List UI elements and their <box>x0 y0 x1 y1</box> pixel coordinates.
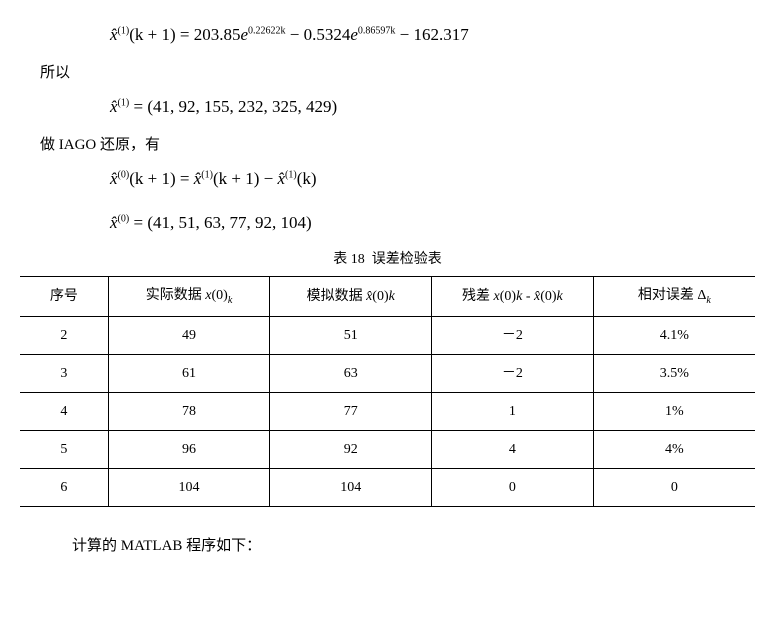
cell-rel: 4.1% <box>593 316 755 354</box>
eq1-lhs-arg: (k + 1) <box>129 25 175 44</box>
eq2-lhs-sup: (1) <box>118 97 130 108</box>
equation-2: x̂(1) = (41, 92, 155, 232, 325, 429) <box>110 94 755 120</box>
cell-sim: 104 <box>270 468 432 506</box>
cell-rel: 4% <box>593 430 755 468</box>
cell-resid: 0 <box>432 468 594 506</box>
eq2-lhs-var: x̂ <box>110 97 118 116</box>
cell-seq: 2 <box>20 316 108 354</box>
eq1-e2-base: e <box>350 25 358 44</box>
eq1-e2-exp: 0.86597k <box>358 25 396 36</box>
eq3-lhs-sup: (0) <box>118 169 130 180</box>
cell-seq: 6 <box>20 468 108 506</box>
eq1-e1-base: e <box>240 25 248 44</box>
cell-resid: 4 <box>432 430 594 468</box>
table-body: 2 49 51 －2 4.1% 3 61 63 －2 3.5% 4 78 77 … <box>20 316 755 506</box>
eq3-r1-arg: (k + 1) <box>213 169 259 188</box>
text-so: 所以 <box>40 62 755 85</box>
th-rel: 相对误差 Δk <box>593 277 755 317</box>
th-sim-sub: k <box>389 289 395 304</box>
cell-rel: 1% <box>593 392 755 430</box>
eq1-eq: = <box>176 25 194 44</box>
cell-sim: 63 <box>270 354 432 392</box>
cell-sim: 92 <box>270 430 432 468</box>
table-row: 5 96 92 4 4% <box>20 430 755 468</box>
th-resid-pre: 残差 <box>462 289 494 304</box>
th-resid-minus: - <box>522 289 534 304</box>
eq1-c1: 203.85 <box>194 25 241 44</box>
cell-seq: 5 <box>20 430 108 468</box>
caption-title: 误差检验表 <box>372 252 442 267</box>
eq2-tuple: (41, 92, 155, 232, 325, 429) <box>147 97 337 116</box>
th-resid-v2-sup: (0) <box>540 289 556 304</box>
th-sim-pre: 模拟数据 <box>307 289 367 304</box>
cell-resid: 1 <box>432 392 594 430</box>
eq2-eq: = <box>129 97 147 116</box>
eq3-r1-sup: (1) <box>201 169 213 180</box>
cell-actual: 61 <box>108 354 270 392</box>
th-rel-pre: 相对误差 <box>638 288 698 303</box>
th-sim-sup: (0) <box>372 289 388 304</box>
cell-seq: 3 <box>20 354 108 392</box>
eq1-lhs-sup: (1) <box>118 25 130 36</box>
error-table: 序号 实际数据 x(0)k 模拟数据 x̂(0)k 残差 x(0)k - x̂(… <box>20 276 755 507</box>
equation-4: x̂(0) = (41, 51, 63, 77, 92, 104) <box>110 210 755 236</box>
cell-actual: 96 <box>108 430 270 468</box>
table-row: 4 78 77 1 1% <box>20 392 755 430</box>
cell-sim: 51 <box>270 316 432 354</box>
cell-actual: 49 <box>108 316 270 354</box>
cell-sim: 77 <box>270 392 432 430</box>
th-resid: 残差 x(0)k - x̂(0)k <box>432 277 594 317</box>
th-actual-sup: (0) <box>212 288 228 303</box>
th-sim: 模拟数据 x̂(0)k <box>270 277 432 317</box>
text-iago: 做 IAGO 还原，有 <box>40 134 755 157</box>
eq3-r2-var: x̂ <box>277 169 285 188</box>
eq3-r2-arg: (k) <box>297 169 317 188</box>
caption-pre: 表 18 <box>333 252 365 267</box>
cell-actual: 104 <box>108 468 270 506</box>
th-actual-pre: 实际数据 <box>146 288 206 303</box>
cell-resid: －2 <box>432 354 594 392</box>
table-row: 2 49 51 －2 4.1% <box>20 316 755 354</box>
eq1-minus1: − <box>286 25 304 44</box>
eq4-tuple: (41, 51, 63, 77, 92, 104) <box>147 213 311 232</box>
cell-seq: 4 <box>20 392 108 430</box>
eq1-lhs-var: x̂ <box>110 25 118 44</box>
eq4-lhs-var: x̂ <box>110 213 118 232</box>
th-actual: 实际数据 x(0)k <box>108 277 270 317</box>
cell-actual: 78 <box>108 392 270 430</box>
eq1-c3: 162.317 <box>414 25 469 44</box>
cell-resid: －2 <box>432 316 594 354</box>
th-rel-sub: k <box>706 295 710 306</box>
eq4-lhs-sup: (0) <box>118 213 130 224</box>
equation-3: x̂(0)(k + 1) = x̂(1)(k + 1) − x̂(1)(k) <box>110 166 755 192</box>
eq3-lhs-var: x̂ <box>110 169 118 188</box>
eq3-lhs-arg: (k + 1) <box>129 169 175 188</box>
th-resid-v2-sub: k <box>557 289 563 304</box>
eq3-minus: − <box>259 169 277 188</box>
th-seq: 序号 <box>20 277 108 317</box>
footer-text: 计算的 MATLAB 程序如下： <box>72 535 755 558</box>
cell-rel: 0 <box>593 468 755 506</box>
eq3-r2-sup: (1) <box>285 169 297 180</box>
table-caption: 表 18 误差检验表 <box>20 249 755 270</box>
table-row: 6 104 104 0 0 <box>20 468 755 506</box>
equation-1: x̂(1)(k + 1) = 203.85e0.22622k − 0.5324e… <box>110 22 755 48</box>
eq4-eq: = <box>129 213 147 232</box>
table-row: 3 61 63 －2 3.5% <box>20 354 755 392</box>
th-actual-sub: k <box>228 295 232 306</box>
eq1-minus2: − <box>395 25 413 44</box>
cell-rel: 3.5% <box>593 354 755 392</box>
table-header-row: 序号 实际数据 x(0)k 模拟数据 x̂(0)k 残差 x(0)k - x̂(… <box>20 277 755 317</box>
th-resid-v1-sup: (0) <box>500 289 516 304</box>
eq3-eq: = <box>176 169 194 188</box>
eq1-c2: 0.5324 <box>304 25 351 44</box>
eq1-e1-exp: 0.22622k <box>248 25 286 36</box>
